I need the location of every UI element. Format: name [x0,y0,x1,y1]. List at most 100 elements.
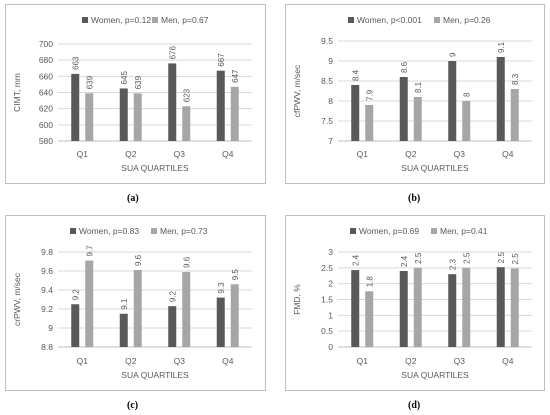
data-label: 9 [448,52,457,57]
bar-women [168,63,177,141]
data-label: 676 [168,46,177,60]
bar-chart-cimt: 580 600 620 640 660 680 700 CIMT, mm 663 639 Q1 645… [12,15,252,173]
chart-frame-c: 8.8 9 9.2 9.4 9.6 9.8 crPWV, m/sec 9.2 9.7 Q1 9.1 9… [5,215,266,391]
data-label: 9.1 [120,298,129,310]
y-tick-label: 9.8 [41,247,53,257]
data-label: 667 [217,53,226,67]
data-label: 9.1 [497,41,506,53]
y-tick-label: 660 [39,71,53,81]
legend-swatch-women [348,17,354,23]
bar-men [230,86,239,141]
chart-frame-a: 580 600 620 640 660 680 700 CIMT, mm 663 639 Q1 645… [5,4,266,184]
y-tick-label: 3 [328,247,333,257]
x-tick-label: Q3 [454,356,466,366]
data-label: 9.7 [85,245,94,257]
bar-women [119,313,128,347]
data-label: 2.4 [351,254,360,266]
bar-women [71,304,80,347]
x-axis-label: SUA QUARTILES [121,370,189,380]
bar-men [510,89,519,141]
bar-women [399,77,408,141]
data-label: 2.5 [511,253,520,265]
bar-men [230,284,239,347]
y-axis-label: cfPWV, m/sec [292,64,302,117]
legend-label-men: Men, p=0.26 [443,15,491,25]
bar-men [462,101,471,141]
bar-men [133,93,142,141]
bar-men [413,267,422,347]
y-tick-label: 8.5 [321,76,333,86]
legend-swatch-women [82,17,88,23]
bar-men [413,97,422,141]
data-label: 9.6 [182,256,191,268]
x-tick-label: Q2 [125,149,137,159]
data-label: 2.5 [462,252,471,264]
data-label: 2.5 [497,252,506,264]
y-axis-label: FMD, % [292,284,302,315]
y-tick-label: 1 [328,310,333,320]
x-tick-label: Q2 [125,356,137,366]
bar-men [365,105,374,141]
y-tick-label: 580 [39,136,53,146]
bar-women [71,73,80,141]
data-label: 2.3 [448,258,457,270]
x-tick-label: Q1 [77,149,89,159]
y-tick-label: 0.5 [321,326,333,336]
legend-label-men: Men, p=0.41 [440,226,488,236]
x-tick-label: Q2 [405,149,417,159]
legend-swatch-women [350,228,356,234]
legend-swatch-men [151,228,157,234]
chart-frame-b: 7 7.5 8 8.5 9 9.5 cfPWV, m/sec 8.4 7.9 Q1 8.6 8.1 Q2… [285,4,545,184]
x-axis-label: SUA QUARTILES [121,163,189,173]
x-axis-label: SUA QUARTILES [401,370,469,380]
y-tick-label: 7 [328,136,333,146]
y-tick-label: 0 [328,342,333,352]
y-tick-label: 9 [48,323,53,333]
bar-chart-fmd: 0 0.5 1 1.5 2 2.5 3 FMD, % 2.4 1.8 Q1 2.4 2.5 Q2 2.3 2.… [292,226,532,380]
panel-label-b: (b) [408,193,421,204]
y-tick-label: 7.5 [321,116,333,126]
bar-women [399,271,408,347]
y-tick-label: 700 [39,39,53,49]
data-label: 8.4 [351,69,360,81]
y-tick-label: 2 [328,279,333,289]
x-tick-label: Q4 [502,356,514,366]
legend-swatch-men [152,17,158,23]
y-tick-label: 8 [328,96,333,106]
bar-women [216,297,225,347]
bar-men [85,93,94,141]
y-tick-label: 620 [39,104,53,114]
chart-frame-d: 0 0.5 1 1.5 2 2.5 3 FMD, % 2.4 1.8 Q1 2.4 2.5 Q2 2.3 2.… [285,215,545,391]
bar-women [448,274,457,347]
data-label: 639 [85,75,94,89]
bar-women [119,88,128,141]
x-tick-label: Q1 [77,356,89,366]
y-axis-label: CIMT, mm [12,73,22,112]
y-tick-label: 680 [39,55,53,65]
bar-men [462,267,471,347]
data-label: 8 [462,92,471,97]
data-label: 2.5 [414,252,423,264]
legend-label-men: Men, p=0.67 [161,15,209,25]
x-tick-label: Q1 [357,356,369,366]
legend-swatch-men [431,228,437,234]
y-tick-label: 8.8 [41,342,53,352]
legend-label-women: Women, p=0.83 [79,226,139,236]
bar-men [85,260,94,347]
bar-women [216,70,225,141]
bar-men [133,270,142,347]
x-tick-label: Q4 [502,149,514,159]
y-tick-label: 9.2 [41,304,53,314]
x-tick-label: Q3 [454,149,466,159]
legend-label-women: Women, p=0.69 [359,226,419,236]
y-tick-label: 9.6 [41,266,53,276]
y-tick-label: 2.5 [321,263,333,273]
data-label: 645 [120,71,129,85]
y-tick-label: 9 [328,56,333,66]
y-tick-label: 9.5 [321,36,333,46]
bar-women [351,85,360,141]
legend-label-women: Women, p=0.12 [91,15,151,25]
legend-label-women: Women, p<0.001 [357,15,422,25]
data-label: 663 [71,56,80,70]
x-tick-label: Q4 [222,356,234,366]
